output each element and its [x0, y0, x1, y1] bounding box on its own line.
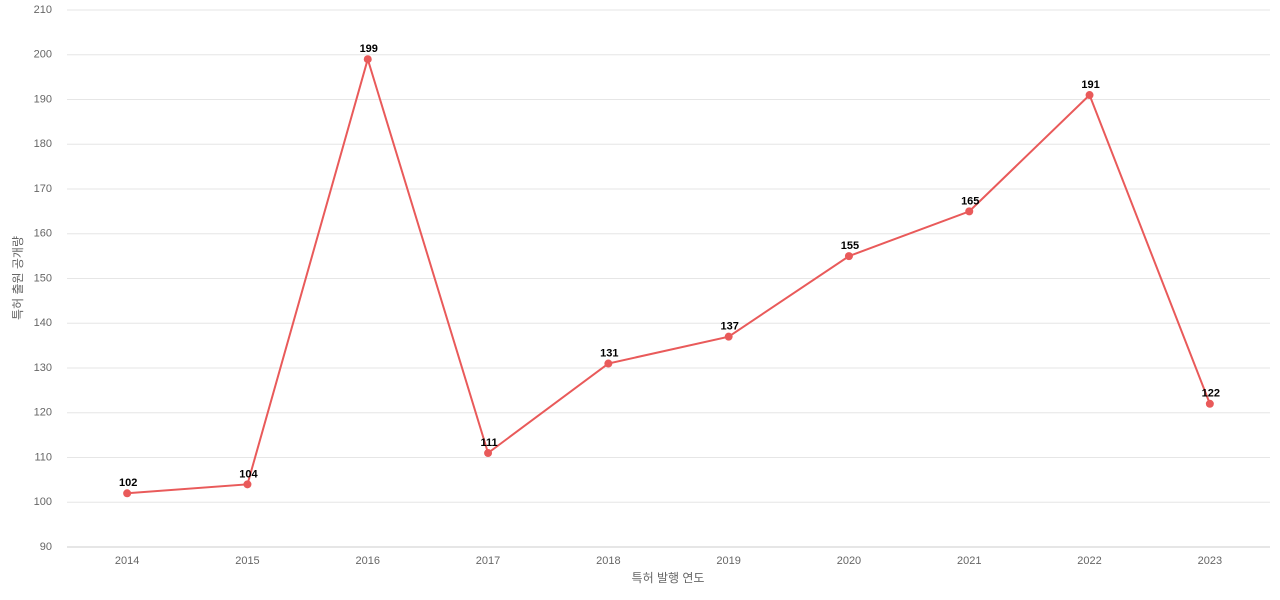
y-tick-label: 190	[34, 93, 52, 105]
point	[243, 480, 252, 489]
y-axis-title: 특허 출원 공개량	[11, 236, 25, 320]
x-tick-label: 2022	[1077, 555, 1101, 567]
point	[123, 489, 132, 498]
point	[1085, 91, 1094, 100]
y-tick-label: 120	[34, 407, 52, 419]
x-tick-label: 2014	[115, 555, 139, 567]
point	[484, 449, 493, 458]
point	[604, 359, 613, 368]
value-label: 155	[841, 240, 859, 252]
y-tick-label: 130	[34, 362, 52, 374]
line	[127, 55, 1211, 495]
x-axis-title: 특허 발행 연도	[632, 570, 705, 585]
point	[363, 55, 372, 64]
y-tick-label: 140	[34, 317, 52, 329]
y-tick-label: 90	[40, 541, 52, 553]
point	[965, 207, 974, 216]
y-tick-label: 180	[34, 138, 52, 150]
x-tick-label: 2015	[235, 555, 259, 567]
x-tick-label: 2018	[596, 555, 620, 567]
x-tick-label: 2017	[476, 555, 500, 567]
x-tick-label: 2020	[837, 555, 861, 567]
value-label: 191	[1081, 79, 1099, 91]
y-tick-label: 170	[34, 183, 52, 195]
x-tick-label: 2016	[356, 555, 380, 567]
value-label: 137	[720, 321, 738, 333]
y-tick-label: 200	[34, 49, 52, 61]
y-tick-label: 100	[34, 496, 52, 508]
point	[1205, 399, 1214, 408]
y-tick-label: 210	[34, 4, 52, 16]
point	[844, 252, 853, 261]
x-tick-label: 2023	[1198, 555, 1222, 567]
value-label: 199	[360, 43, 378, 55]
y-tick-label: 160	[34, 228, 52, 240]
value-label: 165	[961, 195, 979, 207]
x-tick-label: 2019	[716, 555, 740, 567]
value-label: 104	[239, 468, 258, 480]
value-label: 111	[480, 437, 497, 449]
value-label: 102	[119, 477, 137, 489]
point	[724, 332, 733, 341]
value-label: 122	[1202, 388, 1220, 400]
value-label: 131	[600, 347, 618, 359]
y-tick-label: 110	[34, 451, 52, 463]
x-tick-label: 2021	[957, 555, 981, 567]
y-tick-label: 150	[34, 272, 52, 284]
